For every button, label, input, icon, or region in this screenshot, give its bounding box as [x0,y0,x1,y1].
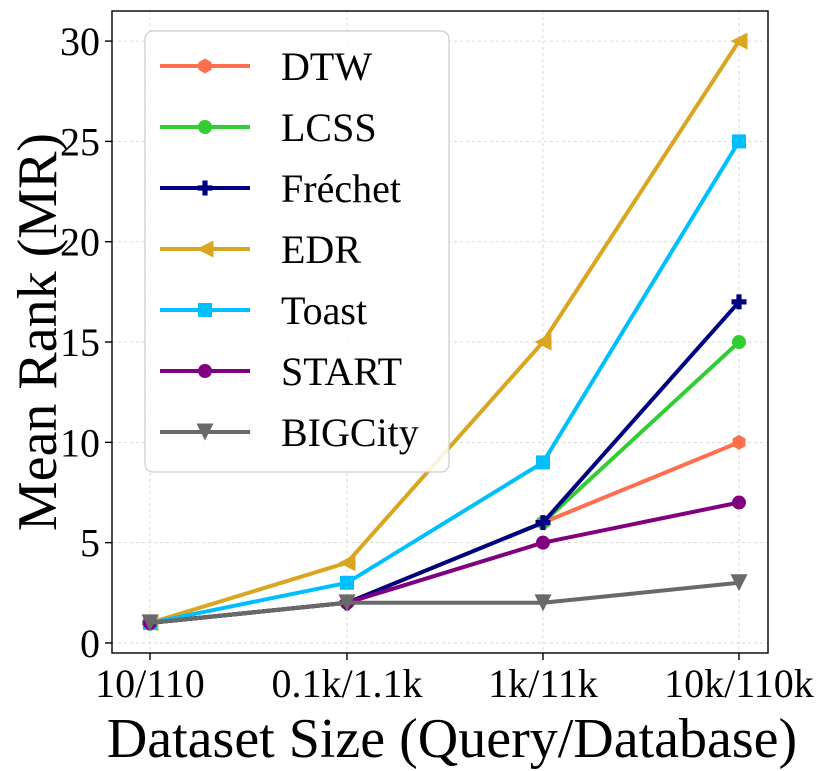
y-axis-label: Mean Rank (MR) [7,133,69,531]
series-line-toast [149,140,741,625]
data-point-start [536,535,550,550]
legend-box [144,30,450,473]
legend-label-toast: Toast [281,288,367,333]
legend-item-edr: EDR [160,227,361,272]
legend-label-start: START [281,349,402,394]
legend-item-lcss: LCSS [160,105,377,150]
y-tick-label: 15 [60,320,100,365]
legend: DTW LCSS Fréchet EDR Toast START BIGCity [144,30,450,473]
legend-label-edr: EDR [281,227,361,272]
legend-item-toast: Toast [160,288,367,333]
y-axis-ticks: 0 5 10 15 20 25 30 [60,19,112,666]
legend-label-lcss: LCSS [281,105,377,150]
x-axis-ticks: 10/110 0.1k/1.1k 1k/11k 10k/110k [95,653,814,706]
legend-marker-toast [198,303,212,317]
legend-marker-dtw [198,58,212,74]
y-tick-label: 0 [80,621,100,666]
x-tick-label: 0.1k/1.1k [271,661,422,706]
legend-label-dtw: DTW [281,44,372,89]
legend-item-start: START [160,349,402,394]
data-point-start [732,495,746,510]
x-axis-label: Dataset Size (Query/Database) [107,708,797,770]
legend-marker-start [198,364,212,378]
y-tick-label: 25 [60,119,100,164]
y-tick-label: 30 [60,19,100,64]
data-point-edr [534,333,552,351]
data-point-dtw [732,434,746,450]
legend-item-dtw: DTW [160,44,372,89]
y-tick-label: 5 [80,521,100,566]
legend-label-bigcity: BIGCity [281,410,419,455]
legend-label-frchet: Fréchet [281,166,401,211]
data-point-bigcity [534,594,552,612]
data-point-toast [340,575,354,590]
data-point-toast [732,134,746,149]
data-point-edr [338,554,356,572]
series-layer [141,32,748,632]
legend-marker-bigcity [196,423,214,441]
x-tick-label: 10/110 [95,661,205,706]
legend-item-frchet: Fréchet [160,166,401,211]
data-point-bigcity [730,574,748,592]
legend-marker-frchet [197,180,213,196]
series-bigcity [141,574,748,632]
plot-frame [111,10,769,654]
legend-item-bigcity: BIGCity [160,410,419,455]
data-point-toast [536,455,550,470]
legend-marker-lcss [198,120,212,134]
legend-marker-edr [196,240,214,258]
y-tick-label: 20 [60,220,100,265]
y-tick-label: 10 [60,420,100,465]
series-line-bigcity [149,580,740,625]
data-point-edr [730,32,748,50]
data-point-lcss [732,335,746,350]
data-point-frchet [731,294,747,310]
x-tick-label: 1k/11k [488,661,598,706]
data-point-frchet [535,515,551,531]
x-tick-label: 10k/110k [664,661,814,706]
data-point-bigcity [338,594,356,612]
data-point-bigcity [141,614,159,632]
